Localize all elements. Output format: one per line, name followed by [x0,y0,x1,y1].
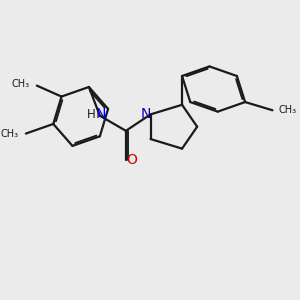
Text: CH₃: CH₃ [11,79,29,89]
Text: O: O [127,153,137,167]
Text: N: N [140,107,151,121]
Text: CH₃: CH₃ [278,105,297,115]
Text: H: H [87,108,95,121]
Text: CH₃: CH₃ [0,129,18,139]
Text: N: N [96,107,106,122]
